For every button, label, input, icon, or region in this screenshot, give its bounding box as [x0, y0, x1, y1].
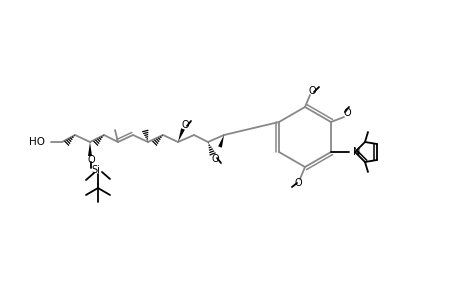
- Text: O: O: [181, 120, 188, 130]
- Text: O: O: [342, 108, 350, 118]
- Polygon shape: [88, 142, 92, 156]
- Text: O: O: [294, 178, 301, 188]
- Text: O: O: [211, 154, 218, 164]
- Text: N: N: [352, 147, 359, 157]
- Polygon shape: [218, 135, 224, 148]
- Text: Si: Si: [91, 165, 100, 175]
- Text: HO: HO: [29, 137, 45, 147]
- Text: O: O: [87, 155, 95, 165]
- Text: O: O: [308, 86, 315, 96]
- Polygon shape: [178, 128, 185, 142]
